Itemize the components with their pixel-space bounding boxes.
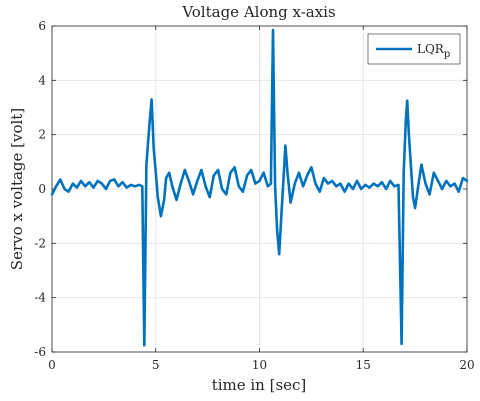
x-tick-label: 0 bbox=[48, 358, 56, 372]
y-tick-label: -6 bbox=[34, 345, 46, 359]
y-tick-label: 6 bbox=[38, 19, 46, 33]
legend-label: LQRp bbox=[417, 42, 450, 60]
x-tick-label: 15 bbox=[356, 358, 371, 372]
y-tick-label: 0 bbox=[38, 182, 46, 196]
legend: LQRp bbox=[367, 33, 461, 65]
y-tick-label: 4 bbox=[38, 73, 46, 87]
y-axis: -6 -4 -2 0 2 4 6 bbox=[34, 19, 467, 359]
series-line-lqr-p bbox=[50, 28, 469, 347]
legend-subscript: p bbox=[444, 49, 450, 60]
x-tick-label: 20 bbox=[459, 358, 474, 372]
chart-title: Voltage Along x-axis bbox=[181, 3, 335, 21]
x-tick-label: 10 bbox=[252, 358, 267, 372]
y-tick-label: -4 bbox=[34, 291, 46, 305]
legend-box bbox=[367, 33, 461, 65]
x-tick-label: 5 bbox=[152, 358, 160, 372]
legend-name: LQR bbox=[417, 42, 445, 56]
y-tick-label: -2 bbox=[34, 236, 46, 250]
y-tick-label: 2 bbox=[38, 128, 46, 142]
x-axis: 0 5 10 15 20 bbox=[48, 26, 475, 372]
x-axis-label: time in [sec] bbox=[212, 376, 307, 394]
y-axis-label: Servo x voltage [volt] bbox=[8, 108, 26, 270]
